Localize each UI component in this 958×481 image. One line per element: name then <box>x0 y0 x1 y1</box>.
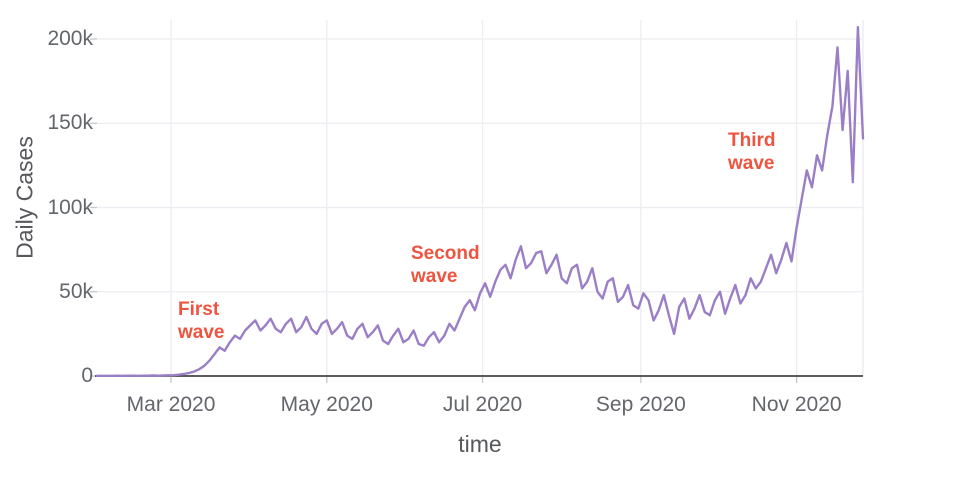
second-wave-annotation: Second wave <box>411 243 480 287</box>
y-tick-label: 50k <box>59 279 93 303</box>
first-wave-annotation: First wave <box>178 299 225 343</box>
x-tick-label: Jul 2020 <box>442 393 523 416</box>
x-tick-label: Mar 2020 <box>126 393 216 416</box>
y-tick-label: 0 <box>81 364 93 387</box>
x-axis-title: time <box>458 431 502 457</box>
x-tick-label: Sep 2020 <box>595 393 686 416</box>
y-tick-label: 100k <box>47 195 93 219</box>
y-tick-label: 200k <box>47 27 93 50</box>
x-tick-label: Nov 2020 <box>751 393 842 416</box>
x-tick-label: May 2020 <box>280 393 373 416</box>
third-wave-annotation: Third wave <box>728 130 776 174</box>
series-daily-cases <box>95 26 865 377</box>
y-tick-label: 150k <box>47 111 93 135</box>
